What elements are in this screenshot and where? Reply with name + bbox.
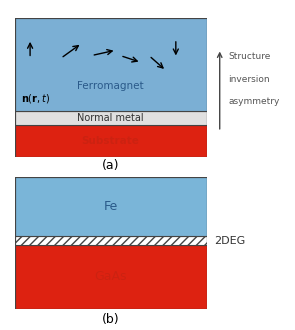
Text: $\mathbf{n}(\mathbf{r},t)$: $\mathbf{n}(\mathbf{r},t)$ [21,92,50,105]
Bar [15,245,206,309]
Bar [15,111,206,125]
Bar [15,18,206,111]
Text: Normal metal: Normal metal [77,113,144,123]
Bar [15,177,206,236]
Text: (a): (a) [102,159,119,173]
Text: asymmetry: asymmetry [228,97,280,106]
Text: (b): (b) [102,313,119,326]
Text: inversion: inversion [228,75,270,83]
Text: Structure: Structure [228,52,271,61]
Text: Substrate: Substrate [82,136,140,146]
Text: Ferromagnet: Ferromagnet [77,81,144,91]
Bar [15,125,206,157]
Text: GaAs: GaAs [94,270,127,283]
Text: Fe: Fe [104,200,118,213]
Text: 2DEG: 2DEG [214,236,245,246]
Bar [15,236,206,245]
